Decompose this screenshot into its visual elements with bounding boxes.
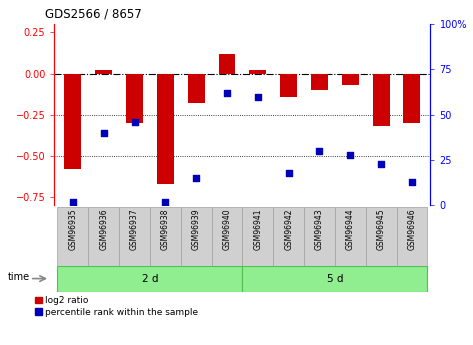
Point [315, 148, 323, 154]
Text: GSM96935: GSM96935 [69, 209, 78, 250]
Bar [243, 266, 427, 292]
Bar [188, 73, 205, 103]
Point [100, 130, 107, 136]
Bar [373, 73, 390, 126]
Bar [403, 73, 420, 123]
Bar [280, 73, 297, 97]
Bar [211, 207, 243, 266]
Bar [249, 70, 266, 73]
Point [254, 94, 262, 99]
Text: GSM96939: GSM96939 [192, 209, 201, 250]
Text: GSM96938: GSM96938 [161, 209, 170, 250]
Point [131, 119, 138, 125]
Bar [58, 266, 243, 292]
Bar [396, 207, 427, 266]
Bar [243, 207, 273, 266]
Bar [304, 207, 335, 266]
Text: GSM96946: GSM96946 [407, 209, 416, 250]
Point [377, 161, 385, 166]
Point [347, 152, 354, 157]
Bar [88, 207, 119, 266]
Bar [273, 207, 304, 266]
Text: GSM96936: GSM96936 [99, 209, 108, 250]
Text: GSM96944: GSM96944 [346, 209, 355, 250]
Bar [58, 207, 88, 266]
Bar [366, 207, 396, 266]
Text: GSM96937: GSM96937 [130, 209, 139, 250]
Point [408, 179, 416, 185]
Bar [181, 207, 211, 266]
Text: GSM96945: GSM96945 [377, 209, 385, 250]
Point [285, 170, 292, 176]
Bar [219, 54, 236, 73]
Bar [342, 73, 359, 85]
Bar [311, 73, 328, 90]
Point [69, 199, 77, 204]
Text: GSM96941: GSM96941 [254, 209, 263, 250]
Point [223, 90, 231, 96]
Bar [64, 73, 81, 169]
Bar [95, 70, 112, 73]
Bar [157, 73, 174, 184]
Point [162, 199, 169, 204]
Bar [335, 207, 366, 266]
Text: GSM96942: GSM96942 [284, 209, 293, 250]
Legend: log2 ratio, percentile rank within the sample: log2 ratio, percentile rank within the s… [35, 296, 198, 317]
Bar [126, 73, 143, 123]
Text: GSM96943: GSM96943 [315, 209, 324, 250]
Text: GDS2566 / 8657: GDS2566 / 8657 [45, 8, 142, 21]
Point [193, 175, 200, 181]
Text: time: time [8, 272, 30, 282]
Text: 5 d: 5 d [327, 274, 343, 284]
Text: GSM96940: GSM96940 [222, 209, 231, 250]
Bar [119, 207, 150, 266]
Text: 2 d: 2 d [142, 274, 158, 284]
Bar [150, 207, 181, 266]
